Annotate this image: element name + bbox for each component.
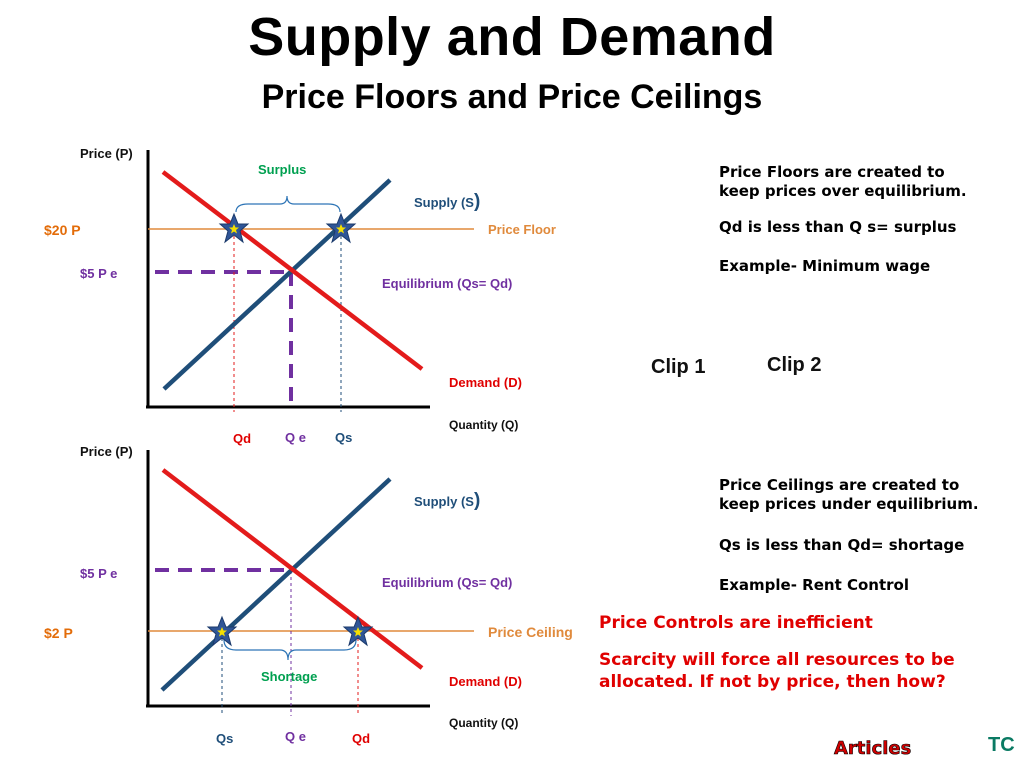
top-qe-label: Q e (285, 430, 306, 445)
price-ceiling-graph: Price (P) Supply (S) $5 P e Equilibrium … (44, 444, 573, 746)
floor-note-line-3: Qd is less than Q s= surplus (719, 218, 957, 236)
bottom-equilibrium-label: Equilibrium (Qs= Qd) (382, 575, 512, 590)
price-floor-value: $20 P (44, 222, 81, 238)
surplus-bracket (235, 195, 341, 213)
top-equilibrium-label: Equilibrium (Qs= Qd) (382, 276, 512, 291)
top-equilibrium-price: $5 P e (80, 266, 117, 281)
top-y-axis-label: Price (P) (80, 146, 133, 161)
floor-note-line-1: Price Floors are created to (719, 163, 945, 181)
top-x-axis-label: Quantity (Q) (449, 418, 518, 432)
bottom-demand-label: Demand (D) (449, 674, 522, 689)
shortage-bracket (223, 639, 357, 661)
ceiling-note-line-3: Qs is less than Qd= shortage (719, 536, 965, 554)
bottom-equilibrium-price: $5 P e (80, 566, 117, 581)
top-supply-label: Supply (S) (414, 191, 480, 212)
price-ceiling-label: Price Ceiling (488, 624, 573, 640)
clip-2-link[interactable]: Clip 2 (767, 354, 822, 376)
top-qs-label: Qs (335, 430, 352, 445)
bottom-demand-curve (161, 468, 424, 670)
page-title: Supply and Demand (248, 7, 776, 67)
ceiling-note-line-4: Example- Rent Control (719, 576, 909, 594)
page-subtitle: Price Floors and Price Ceilings (261, 78, 763, 116)
floor-notes: Price Floors are created to keep prices … (719, 163, 967, 276)
floor-note-line-4: Example- Minimum wage (719, 257, 931, 275)
bottom-x-axis-label: Quantity (Q) (449, 716, 518, 730)
top-qd-label: Qd (233, 431, 251, 446)
bottom-qe-label: Q e (285, 729, 306, 744)
shortage-label: Shortage (261, 669, 317, 684)
bottom-y-axis-label: Price (P) (80, 444, 133, 459)
ceiling-note-line-1: Price Ceilings are created to (719, 476, 960, 494)
top-demand-label: Demand (D) (449, 375, 522, 390)
price-ceiling-value: $2 P (44, 625, 73, 641)
ceiling-note-line-2: keep prices under equilibrium. (719, 495, 979, 513)
bottom-qs-label: Qs (216, 731, 233, 746)
bottom-supply-curve (160, 477, 392, 692)
bottom-supply-label: Supply (S) (414, 490, 480, 511)
controls-note-line-3: allocated. If not by price, then how? (599, 672, 946, 692)
top-demand-curve (161, 170, 424, 371)
ceiling-notes: Price Ceilings are created to keep price… (719, 476, 979, 595)
controls-notes: Price Controls are inefficient Scarcity … (599, 612, 955, 693)
price-floor-label: Price Floor (488, 222, 556, 237)
top-supply-curve (162, 178, 392, 391)
price-floor-graph: Price (P) $20 P $5 P e Surplus Supply (S… (44, 146, 556, 446)
articles-link[interactable]: Articles (834, 738, 912, 760)
surplus-label: Surplus (258, 162, 306, 177)
bottom-qd-label: Qd (352, 731, 370, 746)
controls-note-line-1: Price Controls are inefficient (599, 613, 873, 633)
floor-note-line-2: keep prices over equilibrium. (719, 182, 967, 200)
controls-note-line-2: Scarcity will force all resources to be (599, 650, 955, 670)
clip-1-link[interactable]: Clip 1 (651, 356, 706, 378)
tc-link[interactable]: TC (988, 734, 1015, 756)
